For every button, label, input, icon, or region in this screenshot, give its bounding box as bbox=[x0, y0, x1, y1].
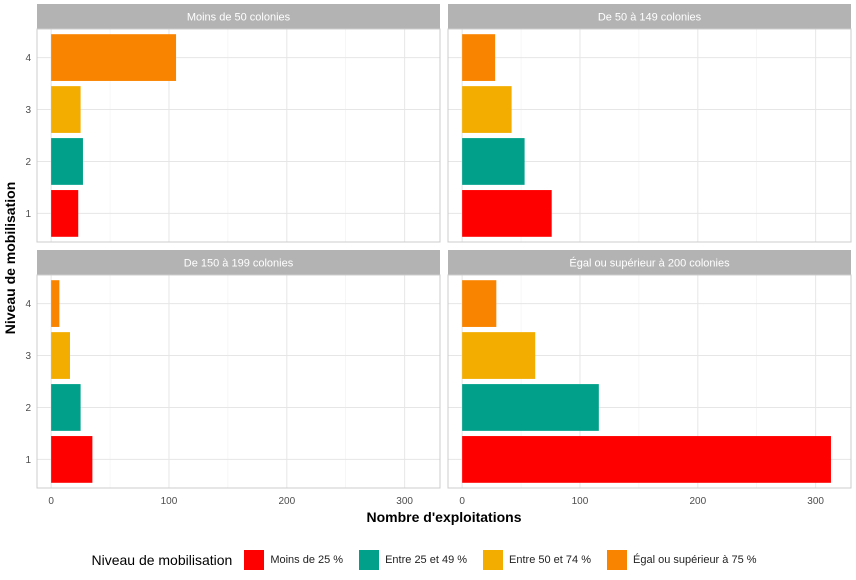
facet-strip-title: Égal ou supérieur à 200 colonies bbox=[569, 257, 730, 270]
facet-strip bbox=[37, 4, 440, 29]
legend-item-level-2: Entre 25 et 49 % bbox=[359, 550, 467, 570]
bar-level-1 bbox=[462, 436, 831, 483]
x-tick-label: 100 bbox=[572, 496, 589, 507]
facet-strip-title: De 150 à 199 colonies bbox=[184, 258, 294, 270]
legend-key-level-4 bbox=[607, 550, 627, 570]
bar-level-2 bbox=[51, 384, 81, 431]
bar-level-2 bbox=[462, 138, 525, 185]
bar-level-1 bbox=[51, 190, 79, 237]
legend-key-level-1 bbox=[244, 550, 265, 570]
legend-item-level-4: Égal ou supérieur à 75 % bbox=[607, 550, 757, 570]
bar-level-1 bbox=[462, 190, 552, 237]
bar-level-3 bbox=[51, 86, 81, 133]
bar-level-3 bbox=[462, 86, 512, 133]
y-tick-label: 2 bbox=[25, 403, 31, 414]
y-tick-label: 2 bbox=[25, 157, 31, 168]
panel-border bbox=[447, 274, 852, 489]
legend-label-level-3: Entre 50 et 74 % bbox=[509, 554, 591, 566]
x-tick-label: 300 bbox=[807, 496, 824, 507]
y-tick-label: 1 bbox=[25, 209, 31, 220]
x-tick-label: 300 bbox=[396, 496, 413, 507]
legend-item-level-3: Entre 50 et 74 % bbox=[483, 550, 591, 570]
y-tick-label: 4 bbox=[25, 299, 31, 310]
chart-legend: Niveau de mobilisation Moins de 25 % Ent… bbox=[0, 546, 856, 574]
legend-title: Niveau de mobilisation bbox=[91, 552, 233, 568]
bar-level-4 bbox=[51, 34, 177, 81]
bar-level-1 bbox=[51, 436, 93, 483]
legend-label-level-1: Moins de 25 % bbox=[270, 554, 344, 566]
x-tick-label: 200 bbox=[278, 496, 295, 507]
y-tick-label: 4 bbox=[25, 53, 31, 64]
legend-item-level-1: Moins de 25 % bbox=[244, 550, 343, 570]
y-tick-label: 1 bbox=[25, 455, 31, 466]
bar-level-3 bbox=[462, 332, 536, 379]
facet-strip bbox=[37, 250, 440, 275]
x-tick-label: 100 bbox=[161, 496, 178, 507]
panel-border bbox=[36, 274, 441, 489]
bar-level-4 bbox=[462, 34, 496, 81]
facet-strip bbox=[448, 250, 851, 275]
bar-level-4 bbox=[51, 280, 60, 327]
facet-strip-title: Moins de 50 colonies bbox=[187, 12, 291, 24]
bar-level-4 bbox=[462, 280, 497, 327]
panel-background bbox=[37, 275, 440, 488]
faceted-bar-chart: Moins de 50 colonies 1 2 3 4 De 50 à 149 colo… bbox=[2, 4, 852, 525]
bar-level-2 bbox=[462, 384, 599, 431]
x-tick-label: 200 bbox=[689, 496, 706, 507]
y-tick-label: 3 bbox=[25, 351, 31, 362]
legend-label-level-2: Entre 25 et 49 % bbox=[385, 554, 468, 566]
x-tick-label: 0 bbox=[459, 496, 465, 507]
x-axis-title: Nombre d'exploitations bbox=[366, 509, 521, 525]
facet-strip bbox=[448, 4, 851, 29]
legend-label-level-4: Égal ou supérieur à 75 % bbox=[633, 554, 757, 566]
panel-border bbox=[447, 28, 852, 243]
y-tick-label: 3 bbox=[25, 105, 31, 116]
y-axis-title: Niveau de mobilisation bbox=[2, 182, 18, 334]
x-tick-label: 0 bbox=[48, 496, 54, 507]
legend-key-level-2 bbox=[359, 550, 380, 570]
bar-level-3 bbox=[51, 332, 70, 379]
legend-key-level-3 bbox=[483, 550, 504, 570]
panel-border bbox=[36, 28, 441, 243]
bar-level-2 bbox=[51, 138, 83, 185]
facet-strip-title: De 50 à 149 colonies bbox=[598, 12, 702, 24]
